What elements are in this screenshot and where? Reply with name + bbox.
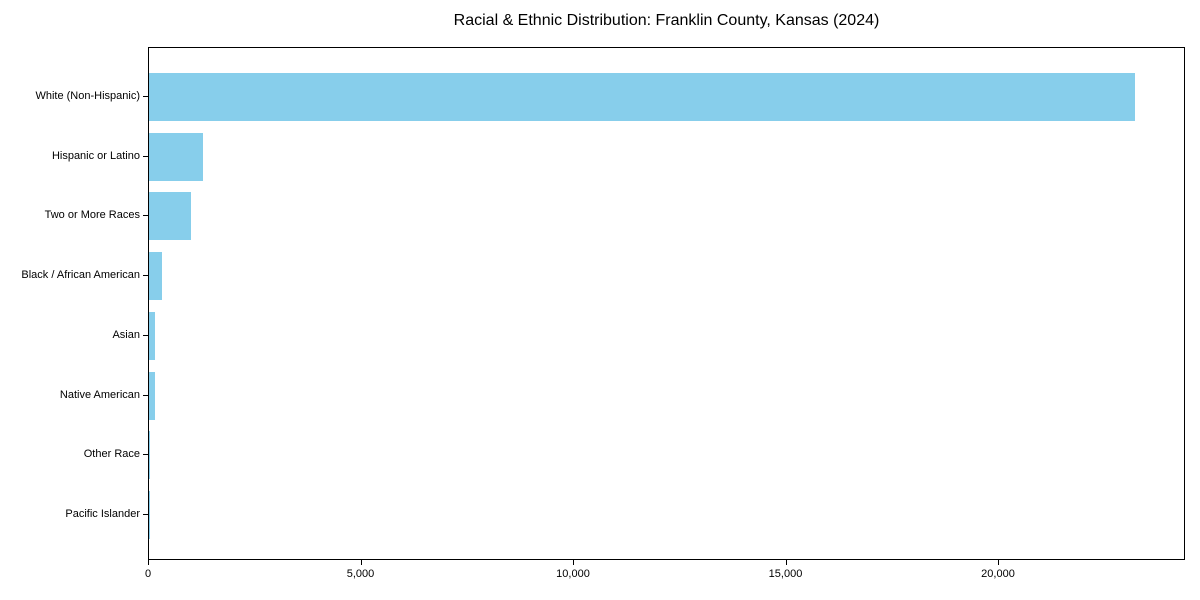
y-tick-label: White (Non-Hispanic) [35,90,140,102]
x-tick-label: 0 [144,568,152,580]
x-tick-mark [785,560,787,565]
x-tick-mark [360,560,362,565]
y-tick-mark [143,275,148,277]
x-tick-label: 5,000 [346,568,375,580]
y-tick-label: Asian [112,328,140,341]
bar [149,431,151,480]
y-tick-mark [143,334,148,336]
x-tick-mark [573,560,574,565]
y-tick-mark [143,155,148,157]
y-tick-mark [143,513,148,515]
x-tick-mark [998,560,999,565]
bar [149,371,155,420]
y-tick-label: Hispanic or Latino [51,149,140,162]
plot-area [148,47,1185,560]
y-tick-mark [143,394,148,396]
y-tick-label: Other Race [83,448,140,461]
y-tick-label: Two or More Races [44,209,140,222]
y-tick-label: Native American [59,388,140,401]
y-tick-label: Black / African American [21,269,140,282]
bar [149,311,156,360]
y-tick-mark [143,454,148,456]
y-tick-mark [143,96,148,97]
x-tick-label: 15,000 [768,568,803,580]
y-tick-mark [143,215,148,217]
bar [149,132,204,181]
x-tick-label: 20,000 [981,568,1015,580]
bar [149,252,163,301]
bar [149,73,1136,121]
chart-title: Racial & Ethnic Distribution: Franklin C… [453,12,880,29]
bar [149,192,191,241]
y-tick-label: Pacific Islander [65,507,140,520]
x-tick-mark [148,560,149,565]
x-tick-label: 10,000 [556,568,590,580]
